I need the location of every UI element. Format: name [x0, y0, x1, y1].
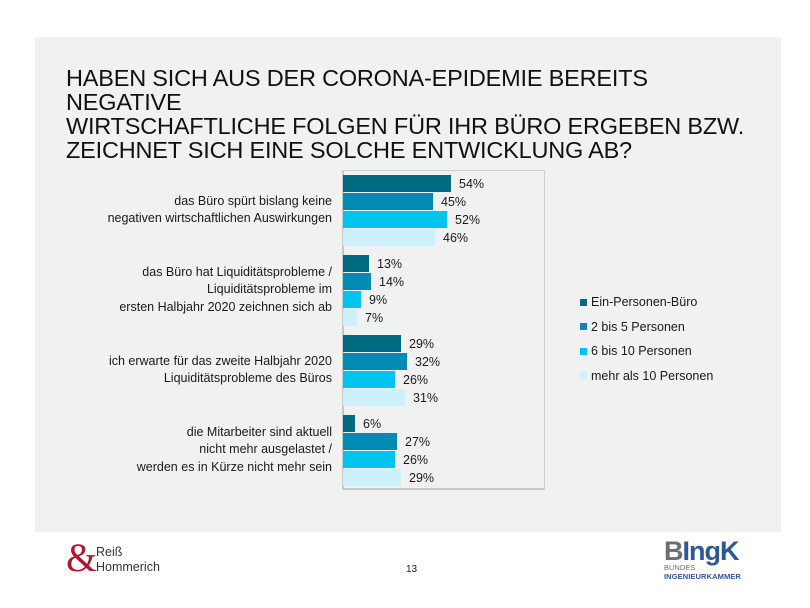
data-label: 54%	[459, 177, 484, 191]
data-label: 52%	[455, 213, 480, 227]
legend-label: 2 bis 5 Personen	[591, 319, 685, 334]
bar	[343, 353, 407, 370]
bar	[343, 371, 395, 388]
category-label: das Büro spürt bislang keine negativen w…	[107, 193, 332, 226]
bar	[343, 451, 395, 468]
bar	[343, 229, 435, 246]
legend-item: 2 bis 5 Personen	[580, 315, 713, 340]
bingk-line2: INGENIEURKAMMER	[664, 572, 741, 581]
legend-swatch-icon	[580, 347, 587, 355]
data-label: 26%	[403, 373, 428, 387]
data-label: 29%	[409, 471, 434, 485]
data-label: 14%	[379, 275, 404, 289]
bingk-line1: BUNDES	[664, 563, 696, 572]
legend-item: mehr als 10 Personen	[580, 364, 713, 389]
data-label: 26%	[403, 453, 428, 467]
bar	[343, 211, 447, 228]
bar	[343, 291, 361, 308]
legend-label: mehr als 10 Personen	[591, 368, 714, 383]
legend-swatch-icon	[580, 323, 587, 331]
bar	[343, 255, 369, 272]
legend-swatch-icon	[580, 372, 587, 380]
bar	[343, 309, 357, 326]
bingk-logo: BIngK BUNDES INGENIEURKAMMER	[664, 536, 764, 582]
bingk-logo-b: B	[664, 536, 683, 566]
bar	[343, 193, 433, 210]
ampersand-logo-icon: &	[66, 535, 98, 580]
data-label: 45%	[441, 195, 466, 209]
data-label: 46%	[443, 231, 468, 245]
legend-label: 6 bis 10 Personen	[591, 344, 692, 359]
page-number: 13	[406, 564, 418, 575]
category-label: die Mitarbeiter sind aktuell nicht mehr …	[136, 424, 332, 474]
bar	[343, 335, 401, 352]
bar	[343, 273, 371, 290]
bar	[343, 469, 401, 486]
data-label: 6%	[363, 417, 381, 431]
data-label: 7%	[365, 311, 383, 325]
legend-item: 6 bis 10 Personen	[580, 339, 713, 364]
data-label: 29%	[409, 337, 434, 351]
bingk-logo-ingk: IngK	[682, 536, 740, 566]
data-label: 31%	[413, 391, 438, 405]
category-label: das Büro hat Liquiditätsprobleme / Liqui…	[119, 264, 332, 314]
legend-item: Ein-Personen-Büro	[580, 290, 713, 315]
category-label: ich erwarte für das zweite Halbjahr 2020…	[108, 353, 332, 386]
reiss-hommerich-text: Reiß Hommerich	[96, 545, 160, 574]
bar	[343, 389, 405, 406]
data-label: 13%	[377, 257, 402, 271]
data-label: 27%	[405, 435, 430, 449]
legend-swatch-icon	[580, 298, 587, 306]
legend: Ein-Personen-Büro 2 bis 5 Personen 6 bis 1…	[580, 290, 713, 388]
bar	[343, 175, 451, 192]
legend-label: Ein-Personen-Büro	[591, 295, 698, 310]
data-label: 32%	[415, 355, 440, 369]
bar	[343, 415, 355, 432]
chart-title: HABEN SICH AUS DER CORONA-EPIDEMIE BEREI…	[66, 65, 745, 163]
data-label: 9%	[369, 293, 387, 307]
bar	[343, 433, 397, 450]
plot-frame	[342, 170, 545, 490]
slide-panel	[35, 37, 781, 532]
